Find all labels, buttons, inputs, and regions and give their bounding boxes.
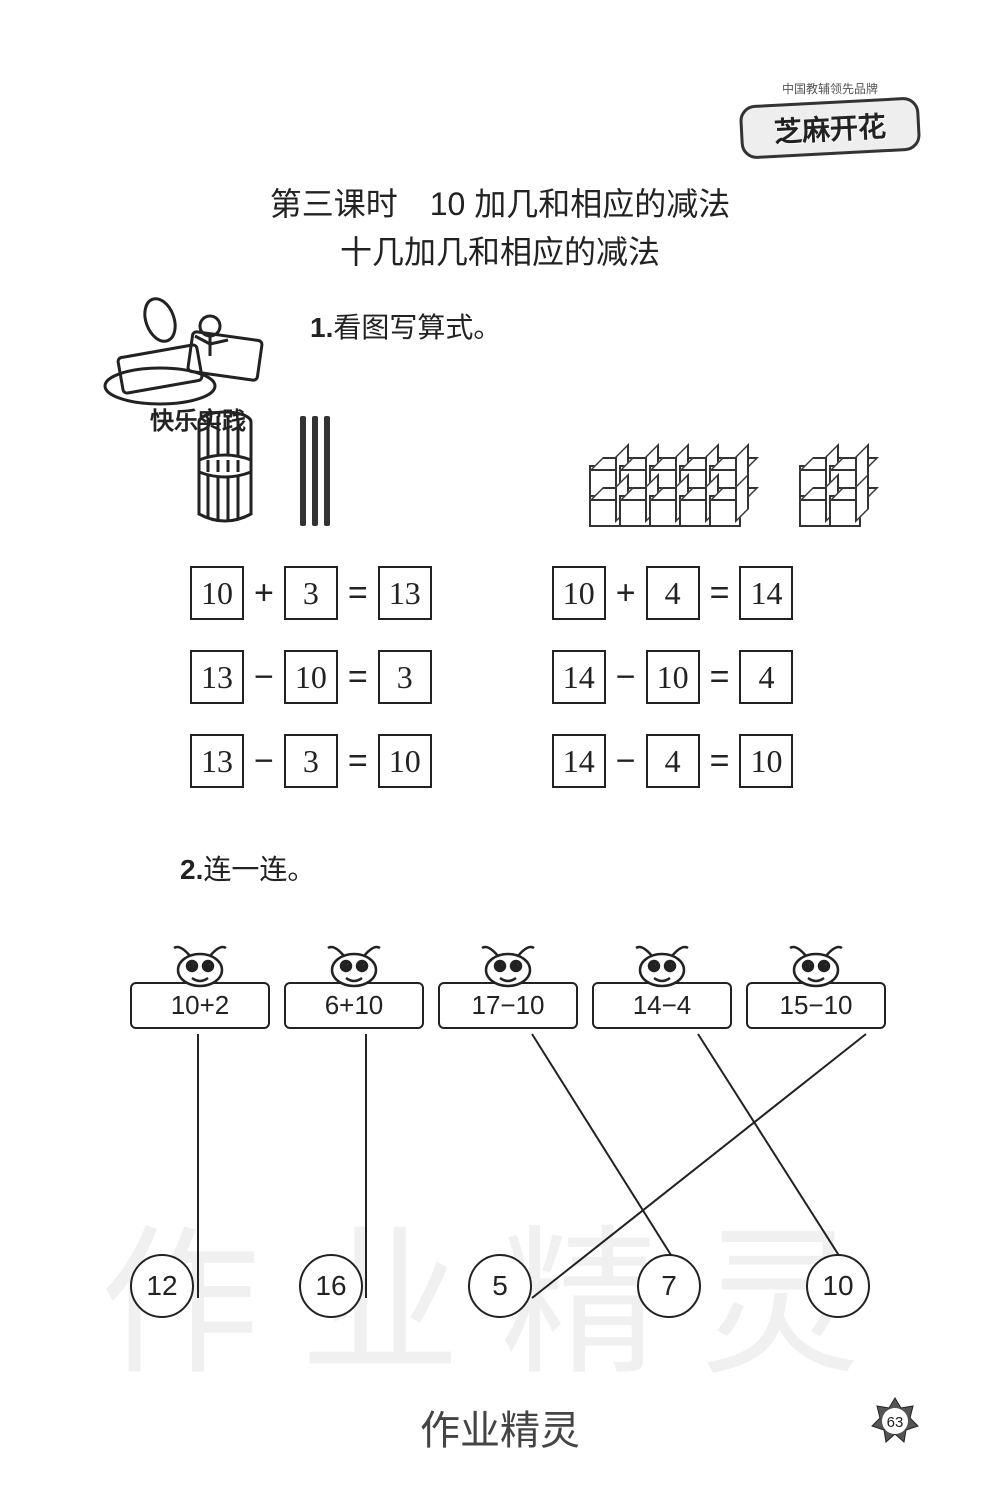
equals: = bbox=[710, 574, 730, 613]
ant-icon bbox=[170, 938, 230, 988]
equation-box: 13 bbox=[190, 650, 244, 704]
watermark-handwritten: 作业精灵 bbox=[420, 1398, 580, 1456]
ant-icon bbox=[632, 938, 692, 988]
ant-card: 15−10 bbox=[746, 938, 886, 1029]
answers-row: 12 16 5 7 10 bbox=[130, 1254, 870, 1318]
equation-box: 10 bbox=[552, 566, 606, 620]
ant-expression: 17−10 bbox=[438, 982, 578, 1029]
brand-name: 芝麻开花 bbox=[739, 96, 922, 159]
ant-expression: 6+10 bbox=[284, 982, 424, 1029]
equation-box: 4 bbox=[646, 566, 700, 620]
equation-box: 10 bbox=[646, 650, 700, 704]
equation-row: 13 − 3 = 10 bbox=[190, 734, 432, 788]
equation-box: 14 bbox=[552, 734, 606, 788]
equation-box: 10 bbox=[378, 734, 432, 788]
ant-card: 10+2 bbox=[130, 938, 270, 1029]
equations: 10 + 3 = 13 13 − 10 = 3 13 − 3 = bbox=[70, 566, 930, 788]
brand-subtitle: 中国教辅领先品牌 bbox=[740, 80, 920, 97]
page-number-badge: 63 bbox=[870, 1396, 920, 1446]
question-1-text: 看图写算式。 bbox=[333, 313, 501, 344]
question-1-title: 1.看图写算式。 bbox=[310, 306, 930, 346]
equations-right-column: 10 + 4 = 14 14 − 10 = 4 14 − 4 = bbox=[552, 566, 794, 788]
equation-box: 4 bbox=[739, 650, 793, 704]
ant-expression: 14−4 bbox=[592, 982, 732, 1029]
equation-row: 13 − 10 = 3 bbox=[190, 650, 432, 704]
cubes-group bbox=[590, 406, 930, 526]
equation-box: 13 bbox=[378, 566, 432, 620]
equals: = bbox=[710, 742, 730, 781]
answer-circle: 12 bbox=[130, 1254, 194, 1318]
answer-circle: 7 bbox=[637, 1254, 701, 1318]
answer-circle: 10 bbox=[806, 1254, 870, 1318]
ant-expression: 10+2 bbox=[130, 982, 270, 1029]
answer-circle: 16 bbox=[299, 1254, 363, 1318]
matching-area: 10+2 6+10 17−10 14−4 15−10 12 16 5 bbox=[70, 938, 930, 1338]
ant-card: 6+10 bbox=[284, 938, 424, 1029]
title-line-2: 十几加几和相应的减法 bbox=[70, 228, 930, 276]
equation-box: 3 bbox=[284, 566, 338, 620]
ant-icon bbox=[478, 938, 538, 988]
answer-circle: 5 bbox=[468, 1254, 532, 1318]
equals: = bbox=[348, 574, 368, 613]
equation-box: 3 bbox=[378, 650, 432, 704]
ant-expression: 15−10 bbox=[746, 982, 886, 1029]
equals: = bbox=[348, 658, 368, 697]
equation-box: 13 bbox=[190, 734, 244, 788]
ant-icon bbox=[324, 938, 384, 988]
operator: + bbox=[254, 574, 274, 613]
equations-left-column: 10 + 3 = 13 13 − 10 = 3 13 − 3 = bbox=[190, 566, 432, 788]
brand-logo: 中国教辅领先品牌 芝麻开花 bbox=[740, 80, 920, 160]
title-line-1: 第三课时 10 加几和相应的减法 bbox=[70, 180, 930, 228]
ant-card: 14−4 bbox=[592, 938, 732, 1029]
question-1-number: 1. bbox=[310, 312, 333, 343]
equation-row: 14 − 10 = 4 bbox=[552, 650, 794, 704]
equation-box: 14 bbox=[552, 650, 606, 704]
question-1-section: 快乐实践 1.看图写算式。 bbox=[70, 306, 930, 788]
page-title: 第三课时 10 加几和相应的减法 十几加几和相应的减法 bbox=[70, 180, 930, 276]
equation-box: 14 bbox=[739, 566, 793, 620]
equation-row: 10 + 4 = 14 bbox=[552, 566, 794, 620]
equation-box: 10 bbox=[739, 734, 793, 788]
operator: − bbox=[254, 658, 274, 697]
equation-box: 10 bbox=[190, 566, 244, 620]
question-2-text: 连一连。 bbox=[203, 855, 315, 886]
operator: − bbox=[254, 742, 274, 781]
practice-label: 快乐实践 bbox=[150, 401, 246, 436]
operator: + bbox=[616, 574, 636, 613]
question-2-number: 2. bbox=[180, 854, 203, 885]
equation-box: 10 bbox=[284, 650, 338, 704]
operator: − bbox=[616, 742, 636, 781]
equation-box: 4 bbox=[646, 734, 700, 788]
operator: − bbox=[616, 658, 636, 697]
equation-row: 10 + 3 = 13 bbox=[190, 566, 432, 620]
page-number: 63 bbox=[887, 1414, 904, 1431]
equation-box: 3 bbox=[284, 734, 338, 788]
ants-row: 10+2 6+10 17−10 14−4 15−10 bbox=[130, 938, 870, 1029]
question-2-title: 2.连一连。 bbox=[70, 848, 930, 888]
ant-card: 17−10 bbox=[438, 938, 578, 1029]
sticks-loose-icon bbox=[300, 406, 330, 526]
equals: = bbox=[710, 658, 730, 697]
ant-icon bbox=[786, 938, 846, 988]
cubes-four-icon bbox=[800, 466, 860, 526]
equals: = bbox=[348, 742, 368, 781]
equation-row: 14 − 4 = 10 bbox=[552, 734, 794, 788]
cubes-ten-icon bbox=[590, 466, 740, 526]
